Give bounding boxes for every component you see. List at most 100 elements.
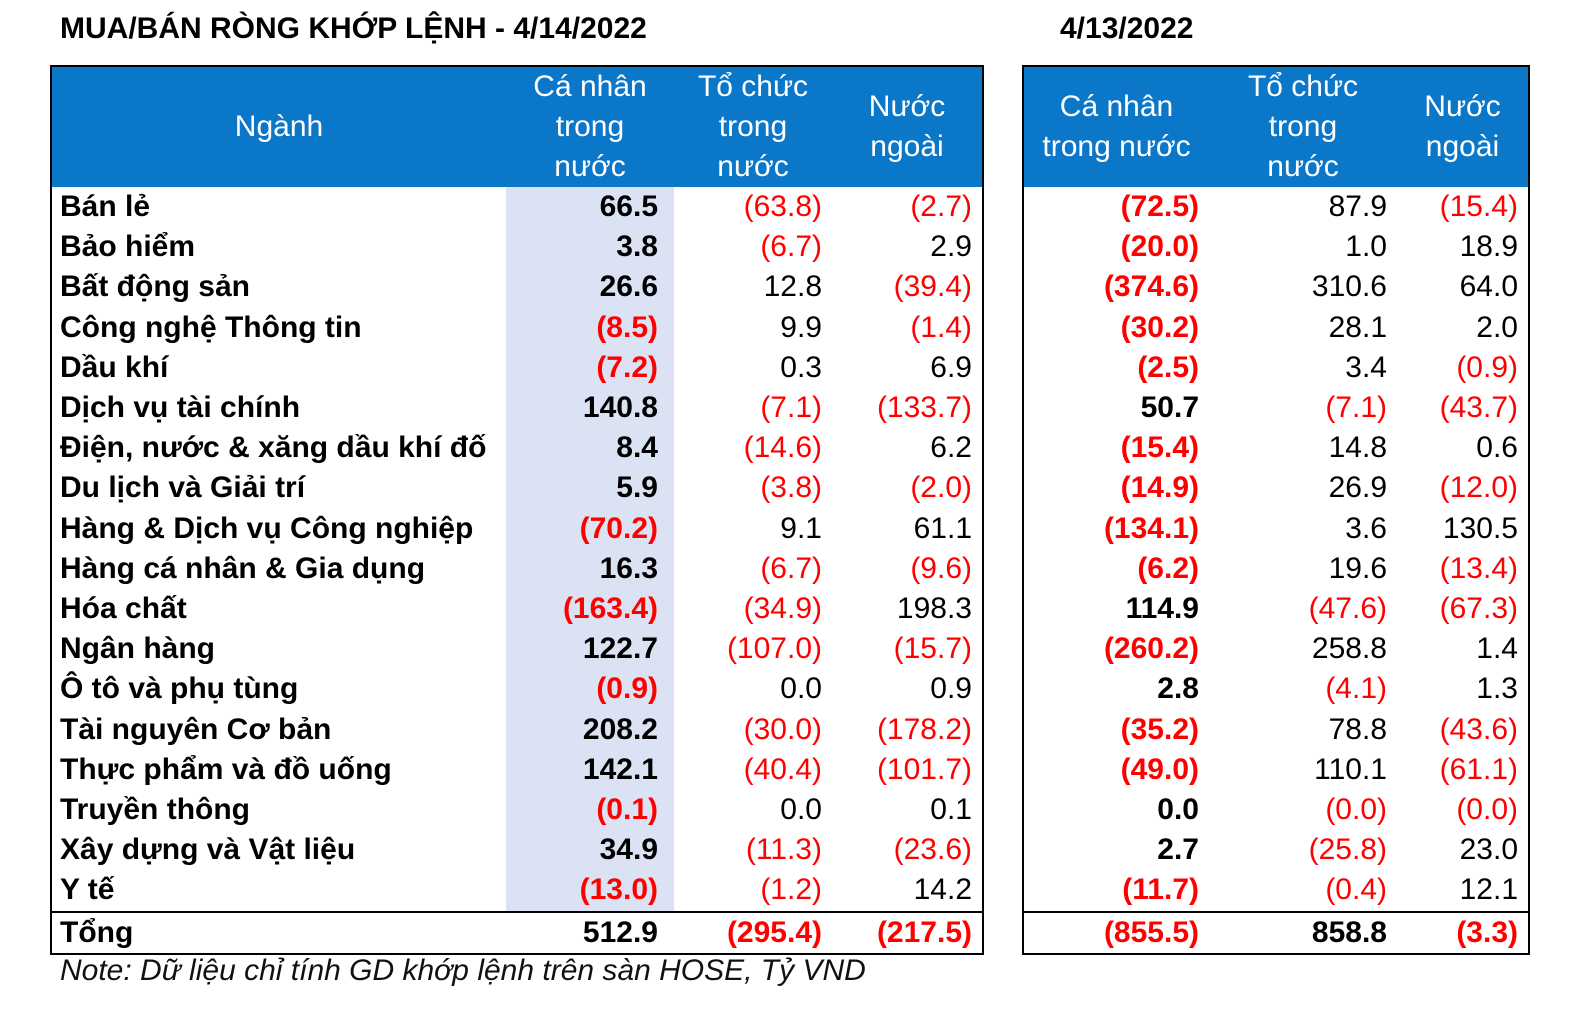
table-row: (11.7) (0.4) 12.1 [1023, 870, 1529, 911]
value-institution: 78.8 [1328, 712, 1387, 746]
value-foreign: (61.1) [1439, 752, 1518, 786]
header-institution: Tổ chức trong nước [674, 66, 832, 187]
value-foreign: (13.4) [1439, 551, 1518, 585]
value-foreign: (3.3) [1397, 910, 1529, 954]
header-institution-2: Tổ chức trong nước [1209, 66, 1397, 187]
value-individual: (11.7) [1122, 873, 1199, 907]
value-individual: 208.2 [506, 709, 674, 750]
value-institution: (14.6) [743, 431, 822, 465]
table-row: Bất động sản 26.6 12.8 (39.4) [51, 267, 983, 308]
value-individual: 3.8 [506, 227, 674, 268]
value-foreign: (0.9) [1456, 350, 1518, 384]
sector-name: Bất động sản [60, 270, 251, 304]
table-row: Hóa chất (163.4) (34.9) 198.3 [51, 589, 983, 630]
value-foreign: (15.7) [893, 632, 972, 666]
value-institution: (11.3) [745, 833, 822, 867]
sector-name: Thực phẩm và đồ uống [60, 752, 392, 786]
value-foreign: (43.7) [1439, 391, 1518, 425]
value-institution: 87.9 [1328, 190, 1387, 223]
table-row: 0.0 (0.0) (0.0) [1023, 790, 1529, 830]
value-institution: (6.7) [760, 551, 822, 585]
value-institution: (0.0) [1325, 793, 1387, 827]
value-individual: (72.5) [1120, 190, 1199, 223]
value-individual: 140.8 [506, 388, 674, 429]
value-individual: (374.6) [1103, 270, 1199, 304]
value-individual: 26.6 [506, 267, 674, 308]
value-institution: 0.0 [780, 672, 822, 706]
sector-name: Hóa chất [60, 592, 187, 626]
value-individual: 2.8 [1157, 672, 1199, 706]
value-institution: (47.6) [1308, 592, 1387, 626]
value-institution: 28.1 [1328, 310, 1387, 344]
value-individual: (70.2) [506, 508, 674, 549]
sector-name: Bán lẻ [60, 190, 151, 223]
value-foreign: (2.7) [910, 190, 972, 223]
value-individual: (260.2) [1103, 632, 1199, 666]
value-individual: (163.4) [506, 589, 674, 630]
table-row: 114.9 (47.6) (67.3) [1023, 589, 1529, 629]
table-row: Hàng & Dịch vụ Công nghiệp (70.2) 9.1 61.1 [51, 508, 983, 549]
value-institution: (0.4) [1325, 873, 1387, 907]
value-individual: (49.0) [1120, 752, 1199, 786]
value-foreign: 0.1 [930, 793, 972, 827]
value-individual: (2.5) [1137, 350, 1199, 384]
value-institution: (30.0) [743, 712, 822, 746]
sector-name: Công nghệ Thông tin [60, 310, 362, 344]
value-foreign: (133.7) [876, 391, 972, 425]
value-foreign: (23.6) [893, 833, 972, 867]
value-foreign: 61.1 [913, 511, 972, 545]
value-foreign: (39.4) [893, 270, 972, 304]
sector-name: Tài nguyên Cơ bản [60, 712, 332, 746]
value-foreign: 1.3 [1476, 672, 1518, 706]
value-institution: (107.0) [726, 632, 822, 666]
table-row: Dầu khí (7.2) 0.3 6.9 [51, 347, 983, 389]
value-institution: (1.2) [760, 873, 822, 907]
value-individual: (20.0) [1120, 230, 1199, 264]
value-institution: 0.3 [780, 350, 822, 384]
total-row: (855.5) 858.8 (3.3) [1023, 910, 1529, 954]
value-foreign: (217.5) [832, 910, 983, 954]
value-individual: (134.1) [1103, 511, 1199, 545]
value-institution: (4.1) [1325, 672, 1387, 706]
table-row: (374.6) 310.6 64.0 [1023, 267, 1529, 307]
table-row: Xây dựng và Vật liệu 34.9 (11.3) (23.6) [51, 830, 983, 871]
value-institution: (7.1) [1325, 391, 1387, 425]
value-individual: 5.9 [506, 468, 674, 509]
value-foreign: 18.9 [1459, 230, 1518, 264]
value-individual: 0.0 [1157, 793, 1199, 827]
value-institution: 0.0 [780, 793, 822, 827]
value-foreign: (0.0) [1456, 793, 1518, 827]
sector-name: Du lịch và Giải trí [60, 471, 306, 505]
header-foreign: Nước ngoài [832, 66, 983, 187]
table-row: Công nghệ Thông tin (8.5) 9.9 (1.4) [51, 307, 983, 348]
value-foreign: 130.5 [1442, 511, 1518, 545]
sector-name: Điện, nước & xăng dầu khí đố [60, 431, 487, 465]
table-row: (20.0) 1.0 18.9 [1023, 227, 1529, 267]
table-row: (2.5) 3.4 (0.9) [1023, 348, 1529, 388]
value-institution: 310.6 [1311, 270, 1387, 304]
table-row: (260.2) 258.8 1.4 [1023, 629, 1529, 669]
sector-name: Xây dựng và Vật liệu [60, 833, 356, 867]
value-institution: 1.0 [1345, 230, 1387, 264]
table-row: Tài nguyên Cơ bản 208.2 (30.0) (178.2) [51, 709, 983, 750]
table-row: (6.2) 19.6 (13.4) [1023, 549, 1529, 589]
value-foreign: (15.4) [1439, 190, 1518, 223]
value-institution: (7.1) [760, 391, 822, 425]
value-foreign: 6.2 [930, 431, 972, 465]
value-foreign: (178.2) [876, 712, 972, 746]
value-foreign: 14.2 [913, 873, 972, 907]
value-institution: 19.6 [1328, 551, 1387, 585]
table-row: 2.7 (25.8) 23.0 [1023, 830, 1529, 870]
value-foreign: (67.3) [1439, 592, 1518, 626]
value-foreign: 198.3 [896, 592, 972, 626]
value-individual: 66.5 [506, 187, 674, 228]
value-individual: 50.7 [1140, 391, 1199, 425]
value-foreign: (9.6) [910, 551, 972, 585]
value-institution: (25.8) [1308, 833, 1387, 867]
value-institution: 9.1 [780, 511, 822, 545]
sector-name: Ô tô và phụ tùng [60, 672, 299, 706]
value-individual: (0.9) [506, 669, 674, 710]
table-row: Ngân hàng 122.7 (107.0) (15.7) [51, 629, 983, 670]
value-institution: 258.8 [1311, 632, 1387, 666]
header-sector: Ngành [51, 66, 506, 187]
